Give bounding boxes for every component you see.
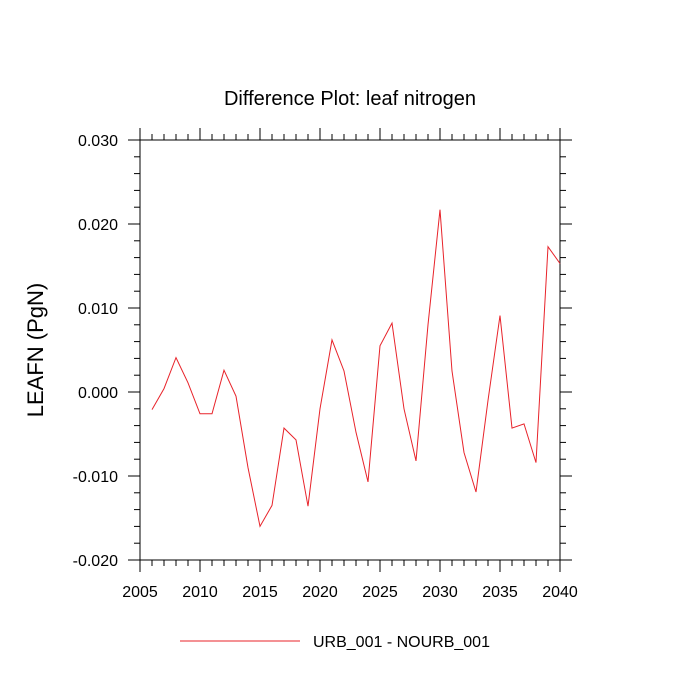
x-tick-label: 2015: [242, 584, 278, 601]
plot-frame: [139, 139, 561, 561]
chart-title: Difference Plot: leaf nitrogen: [223, 88, 476, 110]
y-tick-label: 0.030: [78, 133, 118, 150]
series-line: [151, 209, 561, 528]
x-tick-label: 2040: [542, 584, 578, 601]
y-tick-label: 0.020: [78, 217, 118, 234]
y-tick-label: -0.010: [73, 469, 118, 486]
y-axis-label: LEAFN (PgN): [23, 283, 48, 417]
y-tick-label: 0.010: [78, 301, 118, 318]
x-tick-label: 2035: [482, 584, 518, 601]
x-tick-label: 2005: [122, 584, 158, 601]
x-tick-label: 2020: [302, 584, 338, 601]
plot-area: [151, 209, 561, 528]
y-tick-label: 0.000: [78, 385, 118, 402]
legend-label: URB_001 - NOURB_001: [313, 634, 490, 651]
x-tick-label: 2010: [182, 584, 218, 601]
legend: URB_001 - NOURB_001: [180, 634, 490, 651]
axes: 2005 2010 2015 2020 2025 2030 2035 2040 -0.020 -0…: [73, 128, 578, 601]
x-tick-label: 2030: [422, 584, 458, 601]
x-tick-label: 2025: [362, 584, 398, 601]
y-tick-label: -0.020: [73, 553, 118, 570]
